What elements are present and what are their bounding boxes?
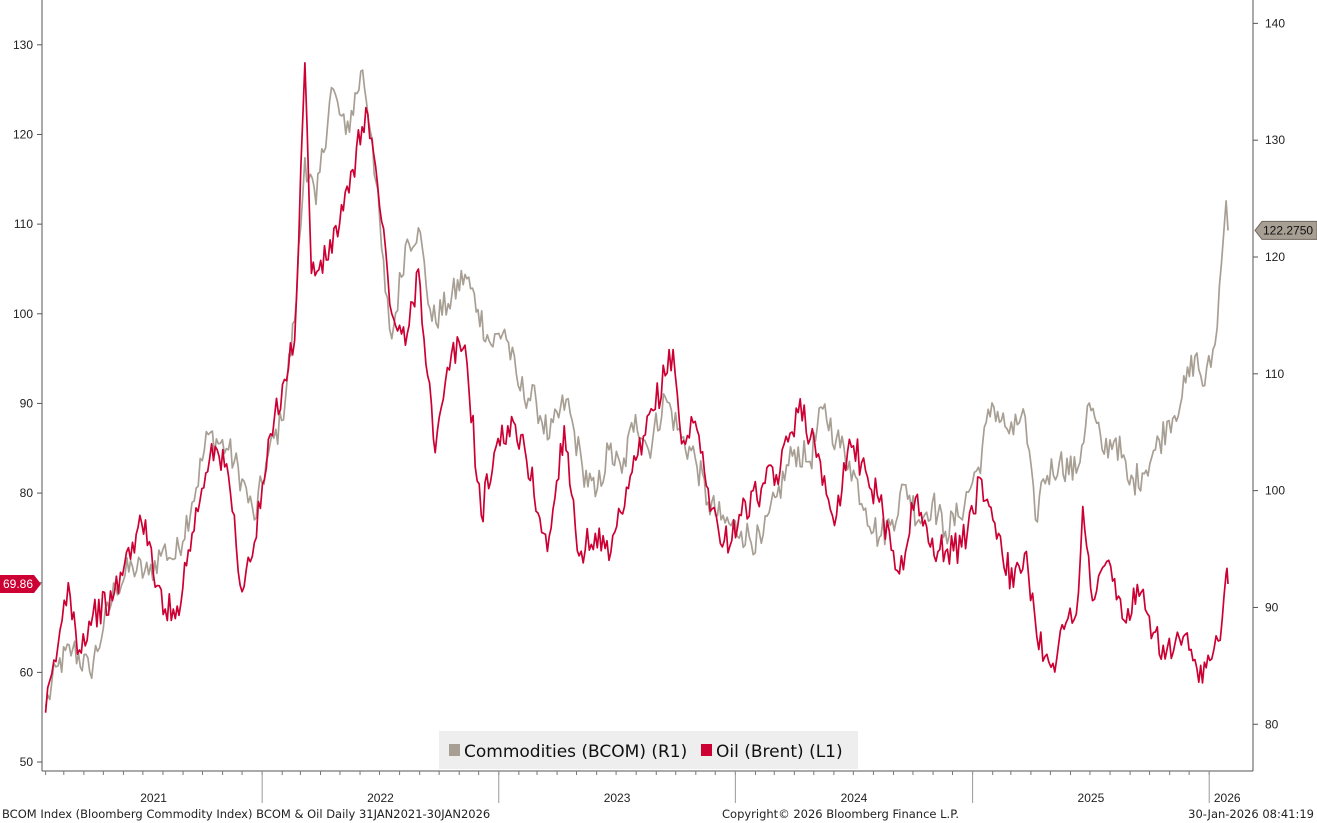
legend-label-brent: Oil (Brent) (L1): [716, 742, 843, 762]
right-axis-tick-label: 140: [1265, 16, 1285, 30]
left-axis-tick-label: 110: [14, 217, 33, 231]
labels-layer: 122.2750 69.86: [0, 220, 1317, 593]
footer-copyright-text: Copyright© 2026 Bloomberg Finance L.P.: [722, 807, 959, 821]
right-axis-tick-label: 100: [1265, 484, 1285, 498]
footer-source-text: BCOM Index (Bloomberg Commodity Index) B…: [2, 807, 491, 821]
x-axis-tick-label: 2021: [140, 791, 167, 805]
x-axis-tick-label: 2026: [1214, 791, 1241, 805]
legend-label-bcom: Commodities (BCOM) (R1): [464, 742, 687, 762]
series-layer: [44, 61, 1229, 713]
left-axis-tick-label: 100: [13, 307, 33, 321]
bcom-series-line: [44, 69, 1229, 707]
left-axis-tick-label: 130: [13, 38, 33, 52]
chart-legend: Commodities (BCOM) (R1) Oil (Brent) (L1): [439, 731, 858, 769]
left-axis-tick-label: 50: [20, 755, 34, 769]
bcom-last-value-label: 122.2750: [1263, 223, 1313, 237]
right-axis-tick-label: 110: [1265, 367, 1284, 381]
right-axis-tick-label: 130: [1265, 133, 1285, 147]
right-axis-tick-label: 80: [1265, 717, 1279, 731]
right-axis-tick-label: 120: [1265, 250, 1285, 264]
x-axis-tick-label: 2023: [604, 791, 631, 805]
right-axis-tick-label: 90: [1265, 600, 1279, 614]
left-axis-tick-label: 90: [20, 396, 34, 410]
x-axis-tick-label: 2024: [841, 791, 868, 805]
x-axis-tick-label: 2022: [367, 791, 394, 805]
legend-swatch-bcom: [449, 744, 460, 756]
legend-box: [439, 731, 858, 769]
brent-last-value-label: 69.86: [3, 577, 33, 591]
left-axis-tick-label: 80: [20, 486, 34, 500]
bcom-last-value-badge: [1254, 220, 1317, 240]
chart-axes: 5060708090100110120130809010011012013014…: [13, 0, 1285, 805]
footer-timestamp-text: 30-Jan-2026 08:41:19: [1188, 807, 1314, 821]
legend-swatch-brent: [701, 744, 712, 756]
left-axis-tick-label: 60: [20, 665, 34, 679]
brent-series-line: [44, 61, 1229, 713]
brent-last-value-badge: [0, 574, 41, 593]
x-axis-tick-label: 2025: [1078, 791, 1105, 805]
left-axis-tick-label: 120: [13, 127, 33, 141]
